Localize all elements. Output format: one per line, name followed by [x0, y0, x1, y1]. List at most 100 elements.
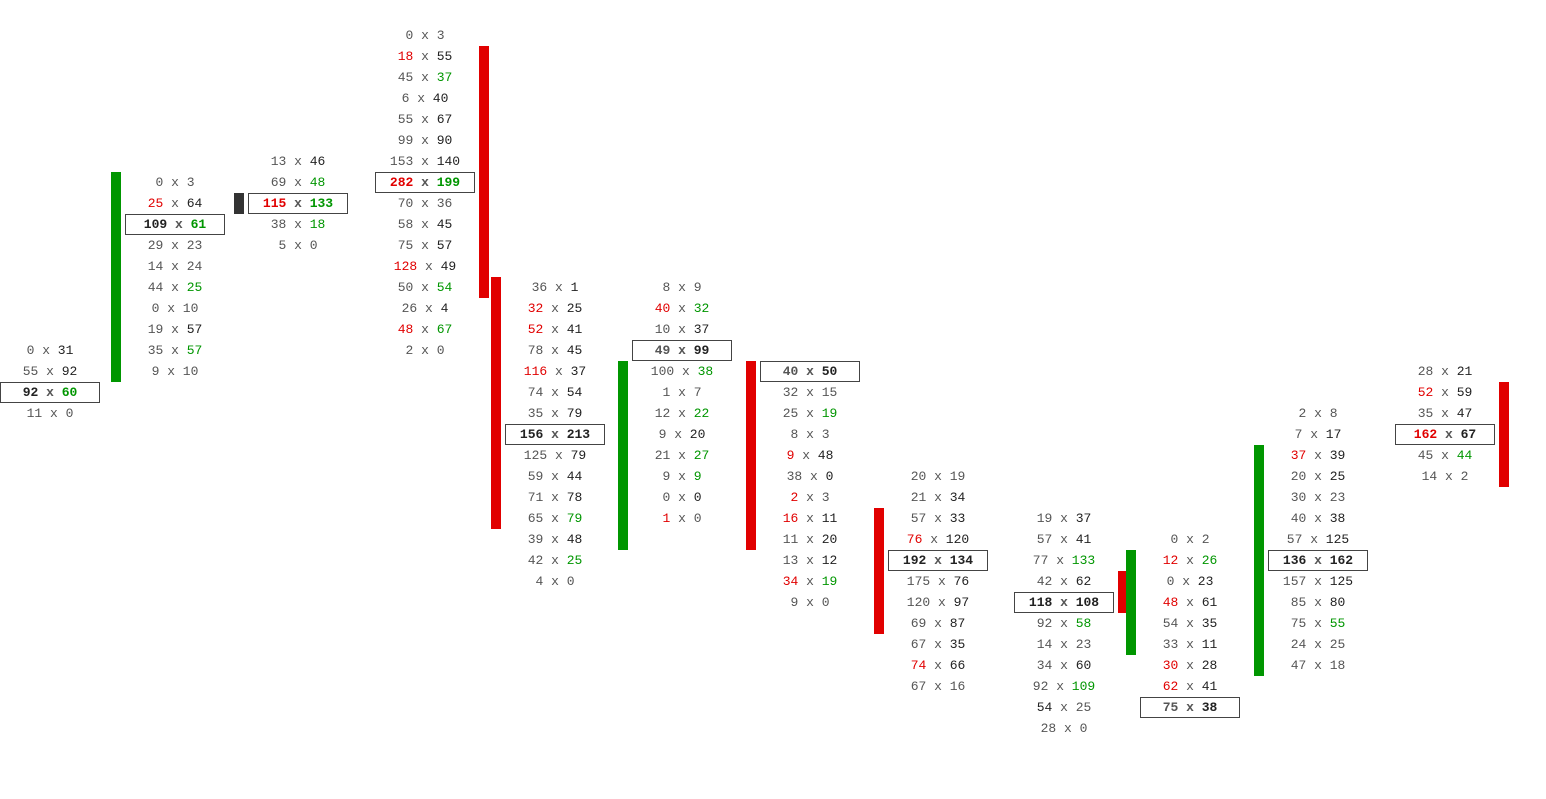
price-cell: 37 x 39: [1268, 445, 1368, 466]
ask-volume: 140: [437, 154, 460, 169]
ask-volume: 58: [1076, 616, 1092, 631]
price-cell: 34 x 60: [1014, 655, 1114, 676]
x-separator: x: [413, 70, 436, 85]
bid-volume: 77: [1033, 553, 1049, 568]
x-separator: x: [1052, 637, 1075, 652]
price-cell: 32 x 25: [505, 298, 605, 319]
x-separator: x: [926, 679, 949, 694]
ask-volume: 78: [567, 490, 583, 505]
bid-volume: 92: [1033, 679, 1049, 694]
ask-volume: 47: [1457, 406, 1473, 421]
price-cell: 35 x 79: [505, 403, 605, 424]
price-cell: 35 x 57: [125, 340, 225, 361]
ask-volume: 0: [1080, 721, 1088, 736]
ask-volume: 9: [694, 280, 702, 295]
ask-volume: 44: [1457, 448, 1473, 463]
price-cell: 12 x 22: [632, 403, 732, 424]
x-separator: x: [38, 385, 61, 400]
price-cell: 9 x 0: [760, 592, 860, 613]
x-separator: x: [543, 343, 566, 358]
footprint-column: 0 x 212 x 260 x 2348 x 6154 x 3533 x 113…: [1140, 529, 1240, 718]
price-cell: 11 x 0: [0, 403, 100, 424]
bid-volume: 55: [23, 364, 39, 379]
bid-volume: 71: [528, 490, 544, 505]
x-separator: x: [547, 364, 570, 379]
footprint-column: 8 x 940 x 3210 x 3749 x 99100 x 381 x 71…: [632, 277, 732, 529]
x-separator: x: [1052, 700, 1075, 715]
price-cell: 33 x 11: [1140, 634, 1240, 655]
ask-volume: 59: [1457, 385, 1473, 400]
price-cell: 57 x 33: [888, 508, 988, 529]
ask-volume: 41: [1202, 679, 1218, 694]
ask-volume: 45: [437, 217, 453, 232]
price-cell: 26 x 4: [375, 298, 475, 319]
x-separator: x: [417, 301, 440, 316]
ask-volume: 0: [567, 574, 575, 589]
x-separator: x: [413, 133, 436, 148]
footprint-column: 19 x 3757 x 4177 x 13342 x 62118 x 10892…: [1014, 508, 1114, 739]
footprint-column: 2 x 87 x 1737 x 3920 x 2530 x 2340 x 385…: [1268, 403, 1368, 676]
x-separator: x: [413, 217, 436, 232]
bid-volume: 57: [911, 511, 927, 526]
price-cell: 38 x 0: [760, 466, 860, 487]
price-cell: 8 x 3: [760, 424, 860, 445]
price-cell: 75 x 55: [1268, 613, 1368, 634]
bid-volume: 157: [1283, 574, 1306, 589]
bid-volume: 32: [783, 385, 799, 400]
price-cell: 29 x 23: [125, 235, 225, 256]
bid-volume: 10: [655, 322, 671, 337]
price-cell: 40 x 32: [632, 298, 732, 319]
bid-volume: 153: [390, 154, 413, 169]
bid-volume: 120: [907, 595, 930, 610]
bid-volume: 39: [528, 532, 544, 547]
ask-volume: 8: [1330, 406, 1338, 421]
bid-volume: 28: [1418, 364, 1434, 379]
price-cell: 5 x 0: [248, 235, 348, 256]
ask-volume: 45: [567, 343, 583, 358]
candle-body-bar: [479, 46, 489, 298]
ask-volume: 19: [822, 574, 838, 589]
price-cell: 70 x 36: [375, 193, 475, 214]
x-separator: x: [1433, 385, 1456, 400]
x-separator: x: [802, 469, 825, 484]
bid-volume: 99: [398, 133, 414, 148]
bid-volume: 38: [787, 469, 803, 484]
ask-volume: 3: [437, 28, 445, 43]
ask-volume: 76: [954, 574, 970, 589]
bid-volume: 29: [148, 238, 164, 253]
candle-body-bar: [746, 361, 756, 550]
bid-volume: 74: [528, 385, 544, 400]
ask-volume: 23: [1198, 574, 1214, 589]
x-separator: x: [798, 532, 821, 547]
x-separator: x: [926, 469, 949, 484]
x-separator: x: [926, 616, 949, 631]
candle-body-bar: [491, 277, 501, 529]
bid-volume: 36: [532, 280, 548, 295]
ask-volume: 99: [694, 343, 710, 358]
bid-volume: 40: [783, 364, 799, 379]
ask-volume: 46: [310, 154, 326, 169]
x-separator: x: [543, 385, 566, 400]
x-separator: x: [798, 427, 821, 442]
price-cell: 19 x 37: [1014, 508, 1114, 529]
price-cell: 10 x 37: [632, 319, 732, 340]
ask-volume: 15: [822, 385, 838, 400]
x-separator: x: [798, 553, 821, 568]
bid-volume: 50: [398, 280, 414, 295]
price-cell: 0 x 3: [375, 25, 475, 46]
bid-volume: 35: [528, 406, 544, 421]
bid-volume: 54: [1037, 700, 1053, 715]
ask-volume: 44: [567, 469, 583, 484]
price-cell: 38 x 18: [248, 214, 348, 235]
candle-body-bar: [234, 193, 244, 214]
ask-volume: 79: [571, 448, 587, 463]
x-separator: x: [926, 637, 949, 652]
ask-volume: 134: [950, 553, 973, 568]
ask-volume: 22: [694, 406, 710, 421]
ask-volume: 35: [950, 637, 966, 652]
price-cell: 20 x 25: [1268, 466, 1368, 487]
bid-volume: 25: [148, 196, 164, 211]
x-separator: x: [1437, 469, 1460, 484]
bid-volume: 48: [398, 322, 414, 337]
ask-volume: 0: [66, 406, 74, 421]
